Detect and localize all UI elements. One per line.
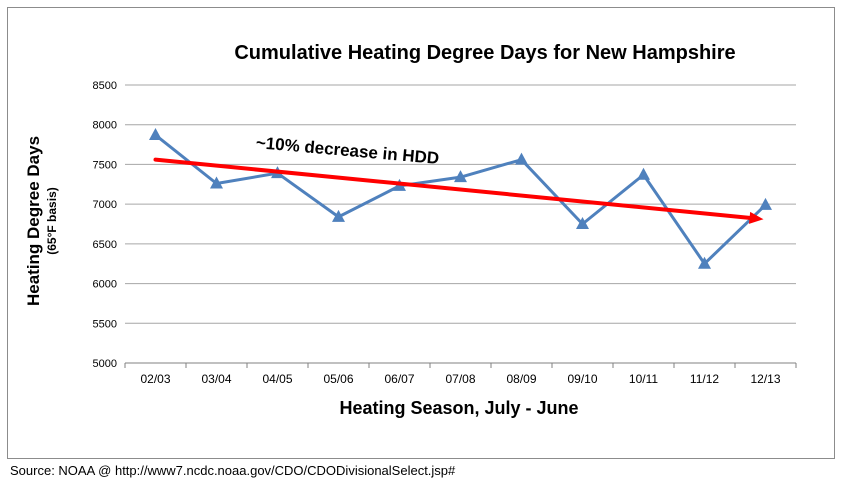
- trendline: [153, 157, 764, 224]
- data-point-marker: [454, 170, 467, 183]
- data-point-marker: [698, 256, 711, 269]
- x-tick-label: 02/03: [140, 372, 170, 386]
- data-point-marker: [149, 128, 162, 141]
- x-tick-label: 04/05: [262, 372, 292, 386]
- x-tick-label: 08/09: [506, 372, 536, 386]
- y-tick-label: 8500: [93, 80, 117, 92]
- y-tick-label: 6000: [93, 279, 117, 291]
- y-tick-label: 5000: [93, 358, 117, 370]
- data-point-marker: [637, 167, 650, 180]
- x-tick-label: 06/07: [384, 372, 414, 386]
- trend-annotation: ~10% decrease in HDD: [255, 133, 440, 168]
- y-tick-label: 5500: [93, 318, 117, 330]
- series-hdd: [149, 128, 772, 269]
- source-citation: Source: NOAA @ http://www7.ncdc.noaa.gov…: [10, 463, 456, 478]
- y-axis-subtitle: (65°F basis): [45, 187, 59, 255]
- trendline-segment: [153, 157, 752, 220]
- series-line: [154, 133, 767, 266]
- x-tick-label: 11/12: [690, 372, 719, 386]
- gridlines: [124, 84, 797, 368]
- y-tick-label: 6500: [93, 239, 117, 251]
- data-point-marker: [759, 197, 772, 210]
- line-chart: Cumulative Heating Degree Days for New H…: [24, 42, 797, 418]
- chart-title: Cumulative Heating Degree Days for New H…: [234, 42, 735, 64]
- x-tick-label: 12/13: [750, 372, 780, 386]
- data-point-marker: [210, 176, 223, 189]
- x-tick-label: 10/11: [629, 372, 658, 386]
- trendline-arrowhead: [748, 211, 764, 224]
- x-tick-label: 07/08: [445, 372, 475, 386]
- y-tick-labels: 5000 5500 6000 6500 7000 7500 8000 8500: [93, 80, 117, 370]
- x-axis-title: Heating Season, July - June: [339, 398, 578, 418]
- chart-frame: Cumulative Heating Degree Days for New H…: [7, 7, 835, 459]
- x-tick-label: 05/06: [323, 372, 353, 386]
- y-tick-label: 7500: [93, 159, 117, 171]
- data-point-marker: [515, 152, 528, 165]
- x-tick-label: 03/04: [201, 372, 231, 386]
- y-tick-label: 8000: [93, 120, 117, 132]
- data-point-marker: [576, 217, 589, 229]
- x-tick-label: 09/10: [567, 372, 597, 386]
- y-axis-title: Heating Degree Days: [24, 136, 43, 306]
- x-tick-labels: 02/03 03/04 04/05 05/06 06/07 07/08 08/09 09/10…: [140, 372, 780, 386]
- y-tick-label: 7000: [93, 199, 117, 211]
- data-point-marker: [332, 209, 345, 222]
